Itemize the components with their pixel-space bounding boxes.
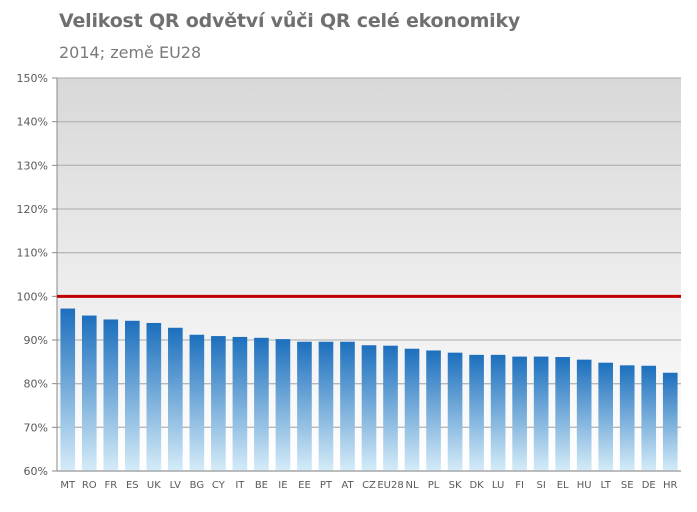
bar-hu (576, 359, 592, 471)
x-tick-label: EE (298, 480, 311, 491)
bar-pl (426, 350, 441, 471)
y-tick-label: 90% (24, 334, 48, 347)
x-tick-label: AT (341, 480, 354, 491)
bar-at (340, 341, 355, 471)
bar-ro (81, 315, 97, 471)
bar-it (232, 336, 248, 471)
chart-title: Velikost QR odvětví vůči QR celé ekonomi… (59, 10, 521, 32)
bar-hr (662, 372, 678, 471)
x-tick-label: CZ (362, 480, 376, 491)
x-tick-label: SE (621, 480, 634, 491)
y-tick-label: 140% (17, 116, 48, 129)
y-tick-label: 120% (17, 203, 48, 216)
x-tick-label: SI (536, 480, 545, 491)
bar-lt (598, 362, 614, 471)
bar-fi (512, 356, 527, 471)
bar-es (124, 320, 140, 471)
x-tick-label: PT (320, 480, 333, 491)
x-tick-label: CY (212, 480, 226, 491)
bar-dk (469, 354, 484, 471)
x-axis: MT RO FR ES UK LV BG CY IT BE IE EE PT AT CZ EU28 NL PL SK… (57, 470, 681, 491)
x-tick-label: BE (255, 480, 268, 491)
bar-de (641, 365, 657, 471)
bar-bg (189, 334, 205, 471)
bar-eu28 (383, 345, 398, 471)
x-tick-label: IT (235, 480, 245, 491)
x-tick-label: BG (190, 480, 204, 491)
y-axis: 60% 70% 80% 90% 100% 110% 120% 130% 140% 150% (17, 72, 58, 478)
x-tick-label: IE (278, 480, 287, 491)
bars (60, 308, 678, 471)
x-tick-label: DE (642, 480, 656, 491)
x-tick-label: HU (577, 480, 592, 491)
bar-be (254, 337, 269, 471)
y-tick-label: 100% (17, 290, 48, 303)
x-tick-label: HR (663, 480, 678, 491)
y-tick-label: 150% (17, 72, 48, 85)
y-tick-label: 130% (17, 159, 48, 172)
bar-nl (404, 348, 420, 471)
bar-se (619, 365, 635, 471)
bar-si (533, 356, 549, 471)
x-tick-label: SK (449, 480, 462, 491)
bar-fr (103, 319, 119, 471)
x-tick-label: FI (515, 480, 524, 491)
bar-pt (318, 341, 334, 471)
bar-mt (60, 308, 76, 471)
x-tick-label: ES (126, 480, 139, 491)
x-tick-label: NL (406, 480, 419, 491)
bar-uk (146, 322, 162, 471)
x-tick-label: DK (469, 480, 484, 491)
chart-subtitle: 2014; země EU28 (59, 43, 202, 62)
bar-lv (168, 327, 183, 471)
x-tick-label: LV (170, 480, 181, 491)
x-tick-label: EL (557, 480, 569, 491)
bar-lu (490, 354, 506, 471)
y-tick-label: 80% (24, 378, 48, 391)
bar-el (555, 357, 570, 471)
x-tick-label: PL (428, 480, 440, 491)
bar-cz (361, 345, 377, 471)
x-tick-label: UK (147, 480, 161, 491)
x-tick-label: LU (492, 480, 504, 491)
y-tick-label: 60% (24, 465, 48, 478)
x-tick-label: LT (601, 480, 612, 491)
bar-cy (211, 336, 226, 471)
y-tick-label: 110% (17, 247, 48, 260)
bar-ie (275, 339, 291, 471)
x-tick-label: MT (60, 480, 76, 491)
bar-ee (297, 341, 312, 471)
y-tick-label: 70% (24, 421, 48, 434)
x-tick-label: FR (104, 480, 117, 491)
x-tick-label: EU28 (377, 480, 403, 491)
x-tick-label: RO (82, 480, 97, 491)
bar-sk (447, 352, 463, 471)
